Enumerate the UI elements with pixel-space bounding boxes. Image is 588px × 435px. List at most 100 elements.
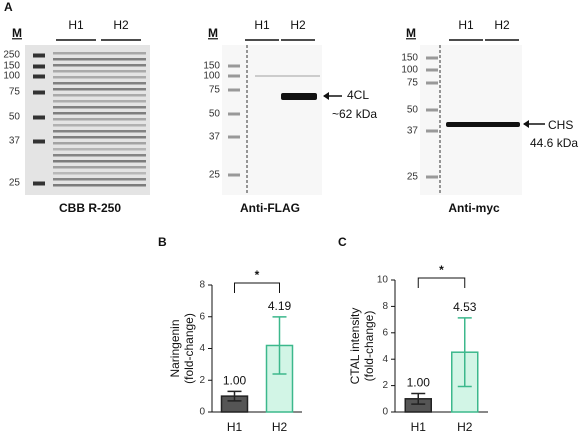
ladder-band [33, 139, 45, 144]
lane-band [53, 64, 146, 67]
size-label: 37 [9, 136, 21, 147]
lane-band [53, 136, 146, 139]
arrow-head [323, 92, 329, 100]
size-label: 25 [9, 178, 21, 189]
y-tick-label: 0 [382, 407, 388, 418]
ladder-band [228, 112, 240, 116]
size-label: 37 [407, 126, 419, 137]
lane-band [53, 160, 146, 163]
band [446, 122, 520, 127]
panel-label: A [4, 0, 13, 14]
gel-image [25, 45, 150, 195]
x-tick-label: H1 [227, 420, 243, 434]
gel-image [420, 45, 522, 195]
panel-label: B [158, 235, 167, 249]
lane-label: H2 [290, 18, 306, 32]
size-label: 25 [209, 170, 221, 181]
lane-band [53, 112, 146, 115]
ladder-band [228, 88, 240, 92]
significance-label: * [439, 263, 444, 277]
lane-band [53, 148, 146, 151]
lane-band [53, 58, 146, 61]
lane-band [53, 142, 146, 145]
y-tick-label: 0 [199, 407, 205, 418]
ladder-band [426, 108, 438, 112]
size-label: 50 [407, 105, 419, 116]
y-axis-label: (fold-change) [362, 311, 376, 382]
ladder-band [33, 64, 45, 69]
band-label: 4CL [347, 88, 369, 102]
ladder-band [33, 74, 45, 79]
significance-bracket [234, 282, 280, 293]
gel-caption: Anti-myc [448, 201, 500, 215]
significance-label: * [255, 268, 260, 282]
band-size: 44.6 kDa [530, 136, 578, 150]
band [281, 93, 317, 100]
band-size: ~62 kDa [332, 107, 377, 121]
size-label: 75 [407, 78, 419, 89]
y-tick-label: 2 [199, 375, 205, 386]
size-label: 25 [407, 172, 419, 183]
size-label: 75 [209, 85, 221, 96]
lane-label: H1 [458, 18, 474, 32]
y-tick-label: 4 [199, 343, 205, 354]
lane-label: H2 [113, 18, 129, 32]
marker-label: M [208, 26, 218, 40]
size-label: 50 [9, 112, 21, 123]
y-tick-label: 2 [382, 380, 388, 391]
ladder-band [426, 175, 438, 179]
lane-band [53, 130, 146, 133]
marker-label: M [12, 26, 22, 40]
ladder-band [228, 135, 240, 139]
x-tick-label: H2 [457, 420, 473, 434]
panel-label: C [338, 235, 347, 249]
ladder-band [228, 74, 240, 78]
ladder-band [426, 81, 438, 85]
arrow-head [523, 120, 529, 128]
size-label: 100 [203, 71, 220, 82]
lane-band [53, 124, 146, 127]
lane-band [53, 166, 146, 169]
lane-band [53, 76, 146, 79]
lane-band [53, 172, 146, 175]
ladder-band [33, 53, 45, 58]
y-tick-label: 8 [199, 280, 205, 291]
size-label: 75 [9, 87, 21, 98]
y-axis-label: Naringenin [168, 319, 182, 377]
y-tick-label: 4 [382, 354, 388, 365]
y-tick-label: 6 [199, 311, 205, 322]
faint-band [255, 75, 320, 77]
x-tick-label: H2 [272, 420, 288, 434]
lane-band [53, 178, 146, 181]
ladder-band [33, 90, 45, 95]
size-label: 150 [203, 61, 220, 72]
significance-bracket [417, 277, 466, 288]
y-tick-label: 10 [377, 275, 389, 286]
lane-band [53, 82, 146, 85]
y-axis-label: (fold-change) [182, 313, 196, 384]
ladder-band [426, 68, 438, 72]
error-bar [457, 317, 472, 388]
y-axis-label: CTAL intensity [348, 308, 362, 385]
value-label: 4.19 [268, 299, 292, 313]
size-label: 100 [3, 71, 20, 82]
lane-band [53, 100, 146, 103]
ladder-band [426, 56, 438, 60]
lane-band [53, 94, 146, 97]
ladder-band [228, 64, 240, 68]
marker-label: M [406, 26, 416, 40]
lane-band [53, 154, 146, 157]
size-label: 250 [3, 50, 20, 61]
size-label: 150 [401, 53, 418, 64]
ladder-band [228, 173, 240, 177]
value-label: 4.53 [453, 300, 477, 314]
size-label: 100 [401, 65, 418, 76]
error-bar [272, 316, 287, 375]
y-tick-label: 6 [382, 327, 388, 338]
error-bar [411, 392, 426, 405]
lane-label: H1 [254, 18, 270, 32]
gel-caption: CBB R-250 [59, 201, 121, 215]
lane-band [53, 184, 146, 187]
lane-band [53, 70, 146, 73]
